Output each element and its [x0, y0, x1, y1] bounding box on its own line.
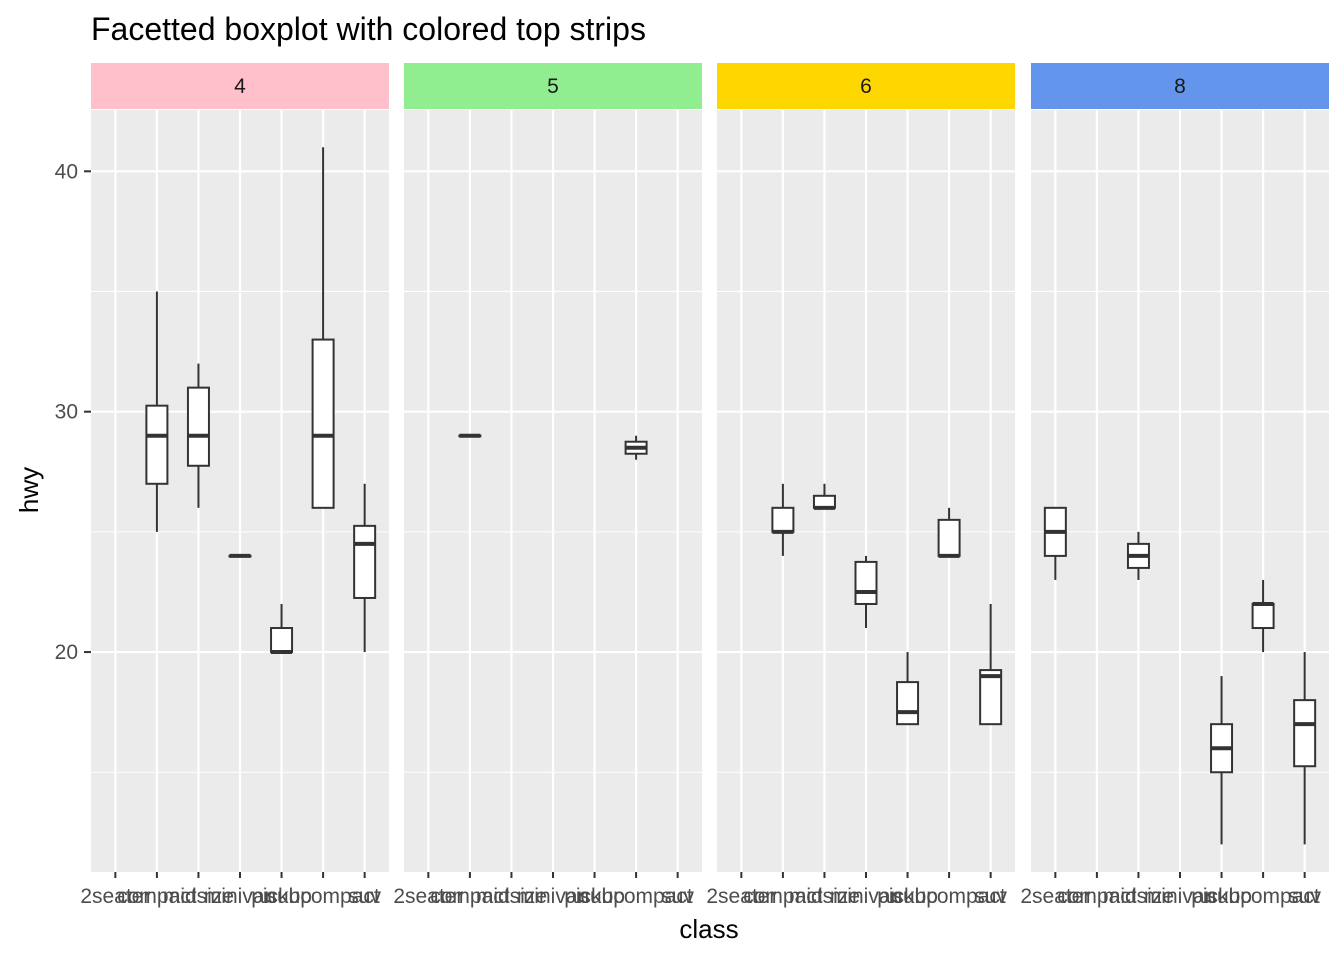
boxplot-subcompact: [1251, 579, 1275, 653]
box: [854, 560, 878, 605]
x-tick-label: suv: [348, 885, 381, 908]
facet-strip-label: 6: [860, 75, 872, 98]
y-axis-title: hwy: [14, 467, 44, 513]
x-tick-label: midsize: [163, 885, 234, 908]
y-axis: 20 30 40: [55, 160, 91, 664]
x-tick-label: pickup: [251, 885, 312, 908]
boxplot-2seater: [1043, 506, 1067, 580]
boxplot-suv: [353, 483, 377, 653]
x-tick-label: compact: [430, 885, 510, 908]
y-tick-label: 40: [55, 160, 78, 183]
box: [937, 518, 961, 557]
boxplot-compact: [458, 433, 482, 438]
x-tick-label: 2seater: [1020, 885, 1090, 908]
facet-strip-label: 4: [234, 75, 246, 98]
x-tick-label: subcompact: [266, 885, 379, 908]
boxplot-subcompact: [311, 147, 335, 509]
x-tick-label: compact: [743, 885, 823, 908]
x-axis-title: class: [679, 914, 738, 944]
x-tick-label: subcompact: [579, 885, 692, 908]
boxplot-pickup: [896, 652, 920, 726]
facet-strip: [91, 63, 389, 109]
x-tick-label: pickup: [877, 885, 938, 908]
boxplot-minivan: [228, 553, 252, 558]
x-tick-label: minivan: [830, 885, 902, 908]
boxplot-midsize: [812, 483, 836, 510]
box: [979, 669, 1003, 726]
facet-panel-8: 8 2seatercompactmidsizeminivanpickupsubco…: [1020, 63, 1329, 908]
boxplot-subcompact: [937, 507, 961, 558]
boxplot-midsize: [1126, 531, 1150, 580]
box: [353, 524, 377, 599]
box: [771, 506, 795, 533]
x-tick-label: 2seater: [706, 885, 776, 908]
boxplot-pickup: [270, 603, 294, 655]
boxplot-minivan: [854, 555, 878, 629]
boxplot-suv: [979, 603, 1003, 726]
boxplot-midsize: [186, 363, 210, 508]
x-tick-label: suv: [1288, 885, 1321, 908]
x-tick-label: midsize: [476, 885, 547, 908]
x-tick-label: suv: [974, 885, 1007, 908]
boxplot-compact: [771, 483, 795, 556]
x-tick-label: compact: [1057, 885, 1137, 908]
facet-strip: [1031, 63, 1329, 109]
x-tick-label: subcompact: [892, 885, 1005, 908]
boxplot-pickup: [1210, 676, 1234, 845]
y-tick-label: 20: [55, 641, 78, 664]
chart-title: Facetted boxplot with colored top strips: [91, 11, 646, 47]
x-tick-label: pickup: [564, 885, 625, 908]
box: [896, 681, 920, 726]
x-tick-label: suv: [661, 885, 694, 908]
x-tick-label: minivan: [517, 885, 589, 908]
x-tick-label: minivan: [1144, 885, 1216, 908]
x-tick-label: midsize: [789, 885, 860, 908]
box: [186, 386, 210, 467]
box: [311, 338, 335, 509]
facet-panels: 42seatercompactmidsizeminivanpickupsubco…: [80, 63, 1329, 908]
facet-panel-6: 6 2seatercompactmidsizeminivanpickupsubco…: [706, 63, 1015, 908]
facet-panel-4: 4 2seatercompactmidsizeminivanpickupsubco…: [80, 63, 389, 908]
x-tick-label: compact: [117, 885, 197, 908]
facet-strip-label: 8: [1174, 75, 1186, 98]
box: [1293, 699, 1317, 768]
boxplot-compact: [145, 291, 169, 532]
boxplot-suv: [1293, 652, 1317, 845]
box: [270, 627, 294, 654]
x-tick-label: midsize: [1103, 885, 1174, 908]
x-tick-label: 2seater: [393, 885, 463, 908]
facet-strip: [404, 63, 702, 109]
y-tick-label: 30: [55, 401, 78, 424]
facet-strip: [717, 63, 1015, 109]
box: [1251, 602, 1275, 630]
x-tick-label: minivan: [204, 885, 276, 908]
facet-strip-label: 5: [547, 75, 559, 98]
x-tick-label: pickup: [1191, 885, 1252, 908]
x-tick-label: 2seater: [80, 885, 150, 908]
box: [145, 404, 169, 485]
boxplot-subcompact: [624, 435, 648, 460]
facet-panel-5: 5 2seatercompactmidsizeminivanpickupsubco…: [393, 63, 702, 908]
x-tick-label: subcompact: [1206, 885, 1319, 908]
